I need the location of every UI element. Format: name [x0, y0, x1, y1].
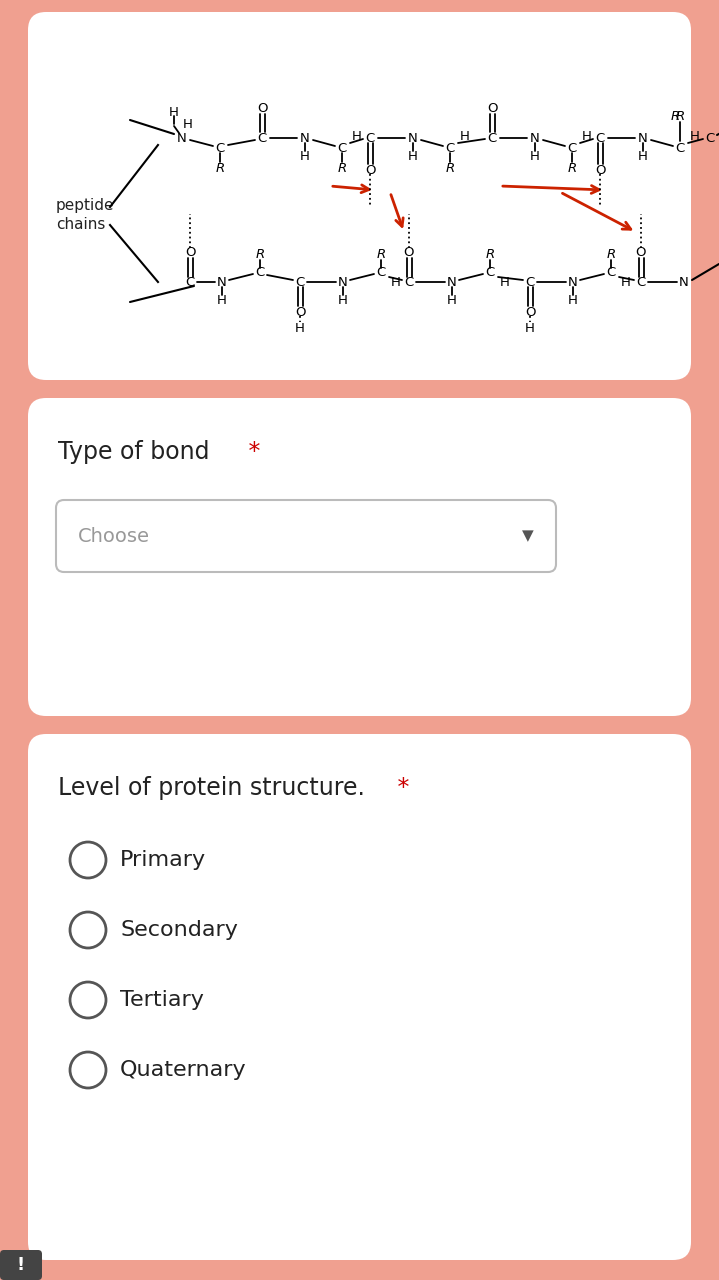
Text: R: R [445, 161, 454, 174]
Text: R: R [255, 247, 265, 261]
FancyBboxPatch shape [28, 398, 691, 716]
Text: C: C [216, 142, 224, 155]
Text: H: H [638, 150, 648, 163]
Text: H: H [460, 131, 470, 143]
Text: *: * [241, 440, 260, 463]
Text: R: R [376, 247, 385, 261]
Text: H: H [391, 276, 401, 289]
Text: H: H [525, 321, 535, 334]
FancyBboxPatch shape [28, 12, 691, 380]
Text: R: R [675, 110, 684, 123]
Text: H: H [217, 293, 227, 306]
FancyBboxPatch shape [0, 1251, 42, 1280]
Text: N: N [447, 275, 457, 288]
Text: Quaternary: Quaternary [120, 1060, 247, 1080]
Text: O: O [365, 164, 375, 177]
Text: C: C [255, 265, 265, 279]
Text: O: O [257, 101, 267, 114]
Text: H: H [183, 119, 193, 132]
Text: Tertiary: Tertiary [120, 989, 204, 1010]
Text: H: H [338, 293, 348, 306]
Text: O: O [404, 246, 414, 259]
Text: C: C [595, 132, 605, 145]
Text: C: C [675, 142, 684, 155]
Text: Primary: Primary [120, 850, 206, 870]
Text: Level of protein structure.: Level of protein structure. [58, 776, 365, 800]
Text: R: R [606, 247, 615, 261]
Text: H: H [300, 150, 310, 163]
Text: C: C [257, 132, 267, 145]
Text: Type of bond: Type of bond [58, 440, 209, 463]
Text: H: H [582, 131, 592, 143]
Text: N: N [338, 275, 348, 288]
Text: H: H [690, 131, 700, 143]
Text: H: H [408, 150, 418, 163]
Text: Choose: Choose [78, 526, 150, 545]
Text: C: C [487, 132, 497, 145]
Text: O: O [595, 164, 605, 177]
Text: N: N [679, 275, 689, 288]
Text: H: H [447, 293, 457, 306]
Text: C: C [365, 132, 375, 145]
Text: H: H [352, 131, 362, 143]
Text: R: R [567, 161, 577, 174]
Text: C: C [445, 142, 454, 155]
Text: R: R [485, 247, 495, 261]
FancyBboxPatch shape [28, 733, 691, 1260]
Text: C: C [567, 142, 577, 155]
Text: N: N [217, 275, 227, 288]
Text: C: C [376, 265, 385, 279]
Text: O: O [185, 246, 196, 259]
Text: N: N [638, 132, 648, 145]
Text: N: N [530, 132, 540, 145]
Text: H: H [500, 276, 510, 289]
Text: N: N [408, 132, 418, 145]
Text: !: ! [17, 1256, 25, 1274]
Text: H: H [530, 150, 540, 163]
Text: C: C [636, 275, 646, 288]
Text: O: O [295, 306, 306, 319]
Text: *: * [390, 776, 409, 800]
Text: ▼: ▼ [522, 529, 534, 544]
Text: Secondary: Secondary [120, 920, 238, 940]
Text: N: N [300, 132, 310, 145]
Text: O: O [487, 101, 498, 114]
Text: C: C [186, 275, 195, 288]
Text: C: C [485, 265, 495, 279]
Text: N: N [177, 132, 187, 145]
Text: peptide
chains: peptide chains [56, 197, 114, 233]
Text: N: N [568, 275, 578, 288]
Text: C: C [337, 142, 347, 155]
Text: O: O [525, 306, 535, 319]
Text: H: H [621, 276, 631, 289]
Text: R: R [670, 110, 679, 123]
Text: C: C [296, 275, 305, 288]
Text: C: C [606, 265, 615, 279]
Text: H: H [295, 321, 305, 334]
Text: H: H [169, 105, 179, 119]
FancyBboxPatch shape [56, 500, 556, 572]
Text: C: C [526, 275, 535, 288]
Text: R: R [216, 161, 224, 174]
Text: R: R [337, 161, 347, 174]
Text: O: O [636, 246, 646, 259]
Text: C: C [705, 132, 715, 145]
Text: C: C [404, 275, 413, 288]
Text: H: H [568, 293, 578, 306]
